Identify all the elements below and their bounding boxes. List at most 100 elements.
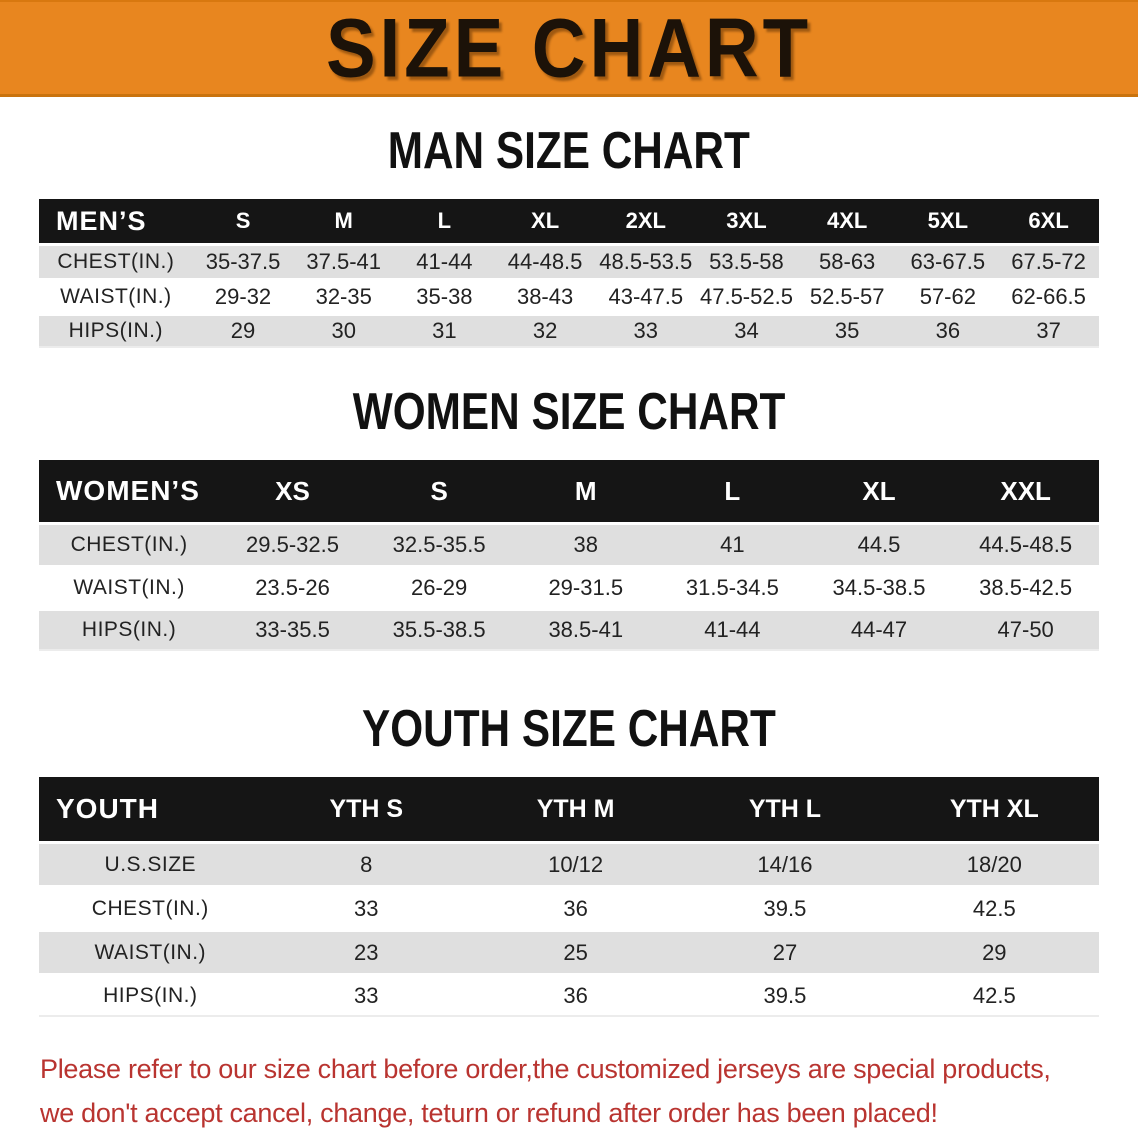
measurement-value: 38 — [512, 522, 660, 565]
measurement-value: 38.5-41 — [512, 608, 660, 651]
measurement-value: 39.5 — [680, 973, 890, 1017]
measurement-value: 44.5-48.5 — [952, 522, 1099, 565]
table-header-row: MEN’S S M L XL 2XL 3XL 4XL 5XL 6XL — [39, 199, 1099, 243]
measurement-value: 29 — [889, 929, 1099, 973]
section-title: WOMEN SIZE CHART — [0, 382, 1138, 440]
measurement-value: 10/12 — [470, 841, 681, 885]
size-column-header: YTH L — [748, 794, 822, 823]
table-row: WAIST(IN.) 29-32 32-35 35-38 38-43 43-47.5 47.… — [39, 278, 1099, 313]
measurement-value: 47-50 — [952, 608, 1099, 651]
measurement-value: 31 — [394, 313, 495, 348]
measurement-value: 36 — [470, 973, 681, 1017]
measurement-value: 58-63 — [796, 243, 898, 278]
measurement-value: 29 — [192, 313, 294, 348]
measurement-value: 37 — [998, 313, 1099, 348]
measurement-value: 33 — [261, 973, 471, 1017]
banner: SIZE CHART — [0, 0, 1138, 97]
measurement-value: 44-47 — [805, 608, 953, 651]
measurement-value: 29-31.5 — [512, 565, 660, 608]
disclaimer-line-1: Please refer to our size chart before or… — [40, 1054, 1051, 1084]
size-chart-section: YOUTH SIZE CHART YOUTH YTH S YTH M YTH L YTH… — [0, 699, 1138, 1017]
size-column-header: XS — [275, 475, 310, 506]
table-group-label: YOUTH — [56, 793, 159, 824]
size-chart-section: WOMEN SIZE CHART WOMEN’S XS S M L XL XXL CHEST… — [0, 382, 1138, 651]
measurement-value: 32 — [494, 313, 596, 348]
measurement-value: 34.5-38.5 — [805, 565, 953, 608]
measurement-value: 41 — [659, 522, 806, 565]
measurement-label: HIPS(IN.) — [39, 973, 262, 1017]
measurement-value: 33 — [261, 885, 471, 929]
measurement-value: 53.5-58 — [696, 243, 797, 278]
measurement-value: 14/16 — [680, 841, 890, 885]
size-column-header: 4XL — [826, 208, 868, 233]
table-header-row: YOUTH YTH S YTH M YTH L YTH XL — [39, 777, 1099, 841]
disclaimer-line-2: we don't accept cancel, change, teturn o… — [40, 1098, 938, 1128]
size-table: YOUTH YTH S YTH M YTH L YTH XL U.S.SIZE 8 10/1… — [39, 777, 1099, 1017]
table-row: HIPS(IN.) 33-35.5 35.5-38.5 38.5-41 41-44 44-… — [39, 608, 1099, 651]
size-column-header: XL — [531, 208, 560, 233]
measurement-value: 41-44 — [659, 608, 806, 651]
measurement-label: HIPS(IN.) — [39, 608, 220, 651]
page-title: SIZE CHART — [325, 1, 813, 95]
section-title: MAN SIZE CHART — [0, 121, 1138, 179]
measurement-label: CHEST(IN.) — [39, 885, 262, 929]
size-column-header: 2XL — [625, 208, 666, 233]
measurement-value: 31.5-34.5 — [659, 565, 806, 608]
measurement-value: 30 — [293, 313, 395, 348]
measurement-value: 26-29 — [365, 565, 513, 608]
measurement-value: 43-47.5 — [595, 278, 697, 313]
measurement-value: 23.5-26 — [219, 565, 366, 608]
measurement-value: 34 — [696, 313, 797, 348]
measurement-value: 38-43 — [494, 278, 596, 313]
measurement-value: 62-66.5 — [998, 278, 1099, 313]
size-chart-section: MAN SIZE CHART MEN’S S M L XL 2XL 3XL 4XL 5XL 6XL… — [0, 121, 1138, 348]
measurement-value: 52.5-57 — [796, 278, 898, 313]
size-column-header: XXL — [1000, 475, 1051, 506]
table-row: CHEST(IN.) 33 36 39.5 42.5 — [39, 885, 1099, 929]
size-column-header: L — [724, 475, 741, 506]
size-column-header: YTH S — [329, 794, 404, 823]
measurement-value: 8 — [261, 841, 471, 885]
measurement-label: HIPS(IN.) — [39, 313, 193, 348]
table-row: HIPS(IN.) 29 30 31 32 33 34 35 36 37 — [39, 313, 1099, 348]
measurement-value: 29.5-32.5 — [219, 522, 366, 565]
size-chart-sections: MAN SIZE CHART MEN’S S M L XL 2XL 3XL 4XL 5XL 6XL… — [0, 121, 1138, 1017]
table-row: WAIST(IN.) 23.5-26 26-29 29-31.5 31.5-34.5 34… — [39, 565, 1099, 608]
measurement-label: WAIST(IN.) — [39, 565, 220, 608]
measurement-value: 29-32 — [192, 278, 294, 313]
disclaimer: Please refer to our size chart before or… — [40, 1047, 1138, 1135]
measurement-label: WAIST(IN.) — [39, 278, 193, 313]
measurement-value: 42.5 — [889, 885, 1099, 929]
measurement-value: 33 — [595, 313, 697, 348]
measurement-value: 23 — [261, 929, 471, 973]
measurement-value: 35.5-38.5 — [365, 608, 513, 651]
measurement-value: 44.5 — [805, 522, 953, 565]
measurement-value: 33-35.5 — [219, 608, 366, 651]
measurement-value: 39.5 — [680, 885, 890, 929]
size-table: MEN’S S M L XL 2XL 3XL 4XL 5XL 6XL CHEST(IN.) 35-3… — [39, 199, 1099, 348]
size-column-header: YTH M — [536, 794, 615, 823]
size-column-header: 6XL — [1028, 208, 1069, 233]
size-column-header: M — [574, 475, 597, 506]
measurement-value: 42.5 — [889, 973, 1099, 1017]
table-row: U.S.SIZE 8 10/12 14/16 18/20 — [39, 841, 1099, 885]
measurement-value: 47.5-52.5 — [696, 278, 797, 313]
measurement-value: 41-44 — [394, 243, 495, 278]
measurement-value: 18/20 — [889, 841, 1099, 885]
size-column-header: YTH XL — [949, 794, 1039, 823]
measurement-value: 67.5-72 — [998, 243, 1099, 278]
measurement-value: 37.5-41 — [293, 243, 395, 278]
measurement-label: CHEST(IN.) — [39, 522, 220, 565]
measurement-value: 36 — [470, 885, 681, 929]
measurement-value: 57-62 — [897, 278, 999, 313]
table-group-label: MEN’S — [56, 205, 147, 236]
table-row: CHEST(IN.) 35-37.5 37.5-41 41-44 44-48.5 48.5… — [39, 243, 1099, 278]
size-table: WOMEN’S XS S M L XL XXL CHEST(IN.) 29.5-32.5 32.… — [39, 460, 1099, 651]
measurement-value: 44-48.5 — [494, 243, 596, 278]
size-column-header: 3XL — [726, 208, 767, 233]
measurement-value: 32.5-35.5 — [365, 522, 513, 565]
measurement-label: CHEST(IN.) — [39, 243, 193, 278]
size-column-header: L — [437, 208, 452, 233]
measurement-label: U.S.SIZE — [39, 841, 262, 885]
